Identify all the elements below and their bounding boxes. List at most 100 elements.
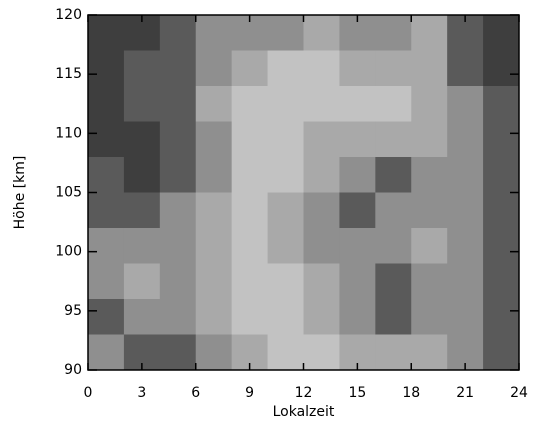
contour-cell — [411, 228, 448, 264]
contour-cell — [411, 121, 448, 158]
y-tick-label: 115 — [55, 66, 82, 82]
contour-cell — [267, 86, 304, 122]
contour-cell — [267, 121, 304, 158]
contour-cell — [411, 15, 448, 51]
contour-cell — [483, 263, 520, 300]
contour-cell — [303, 299, 340, 335]
contour-cell — [483, 15, 520, 51]
contour-cell — [123, 192, 161, 229]
contour-cell — [483, 299, 520, 335]
contour-cell — [195, 263, 233, 300]
contour-cell — [303, 121, 340, 158]
contour-cell — [267, 228, 304, 264]
contour-cell — [339, 157, 376, 193]
contour-cell — [483, 86, 520, 122]
x-tick-label: 15 — [348, 385, 366, 401]
contour-cell — [267, 299, 304, 335]
contour-cell — [159, 50, 197, 87]
contour-cell — [447, 263, 484, 300]
contour-cell — [303, 157, 340, 193]
contour-cell — [303, 50, 340, 87]
contour-cell — [483, 121, 520, 158]
y-axis-label: Höhe [km] — [12, 156, 28, 230]
contour-cell — [339, 263, 376, 300]
contour-cell — [88, 86, 125, 122]
contour-cell — [231, 299, 269, 335]
contour-cell — [375, 15, 412, 51]
x-tick-label: 9 — [245, 385, 254, 401]
contour-cell — [303, 228, 340, 264]
contour-cell — [447, 86, 484, 122]
contour-cell — [411, 192, 448, 229]
contour-cell — [88, 334, 125, 371]
y-tick-label: 120 — [55, 7, 82, 23]
contour-cell — [411, 86, 448, 122]
contour-cell — [88, 157, 125, 193]
contour-cell — [267, 192, 304, 229]
contour-cell — [159, 121, 197, 158]
y-tick-label: 110 — [55, 125, 82, 141]
contour-cell — [339, 86, 376, 122]
contour-cell — [339, 228, 376, 264]
contour-cell — [483, 192, 520, 229]
contour-cell — [195, 50, 233, 87]
contour-cell — [267, 50, 304, 87]
contour-cell — [88, 228, 125, 264]
contour-cell — [339, 50, 376, 87]
contour-cell — [231, 192, 269, 229]
contour-cell — [411, 263, 448, 300]
contour-cell — [231, 86, 269, 122]
x-tick-label: 0 — [84, 385, 93, 401]
contour-cell — [375, 86, 412, 122]
contour-cell — [375, 228, 412, 264]
contour-cell — [88, 50, 125, 87]
contour-cell — [88, 15, 125, 51]
contour-cell — [375, 157, 412, 193]
contour-cell — [339, 299, 376, 335]
contour-cell — [375, 50, 412, 87]
contour-cell — [195, 299, 233, 335]
contour-cell — [123, 228, 161, 264]
contour-cell — [195, 228, 233, 264]
contour-cell — [483, 50, 520, 87]
contour-cell — [159, 15, 197, 51]
contour-cell — [267, 263, 304, 300]
contour-cell — [375, 334, 412, 371]
contour-cell — [375, 121, 412, 158]
x-tick-label: 6 — [191, 385, 200, 401]
contour-cell — [231, 263, 269, 300]
contour-cell — [195, 15, 233, 51]
y-tick-label: 95 — [64, 303, 82, 319]
contour-cell — [411, 50, 448, 87]
contour-cell — [375, 263, 412, 300]
contour-cell — [303, 263, 340, 300]
contour-cell — [447, 50, 484, 87]
contour-cell — [483, 228, 520, 264]
contour-cell — [375, 299, 412, 335]
contour-cell — [195, 157, 233, 193]
contour-cell — [411, 334, 448, 371]
contour-cell — [303, 86, 340, 122]
contour-cell — [447, 157, 484, 193]
contour-cell — [231, 228, 269, 264]
x-tick-label: 24 — [510, 385, 528, 401]
contour-cell — [303, 192, 340, 229]
y-tick-label: 105 — [55, 185, 82, 201]
contour-cell — [483, 157, 520, 193]
contour-cell — [447, 299, 484, 335]
contour-cell — [339, 192, 376, 229]
contour-cell — [123, 86, 161, 122]
contour-cell — [231, 157, 269, 193]
contour-cell — [123, 299, 161, 335]
contour-cell — [483, 334, 520, 371]
contour-cell — [88, 121, 125, 158]
contour-cell — [159, 299, 197, 335]
contour-cell — [159, 192, 197, 229]
contour-cell — [123, 263, 161, 300]
contour-cell — [231, 50, 269, 87]
contour-cell — [411, 157, 448, 193]
contour-cell — [339, 121, 376, 158]
contour-cell — [88, 299, 125, 335]
y-tick-label: 90 — [64, 362, 82, 378]
